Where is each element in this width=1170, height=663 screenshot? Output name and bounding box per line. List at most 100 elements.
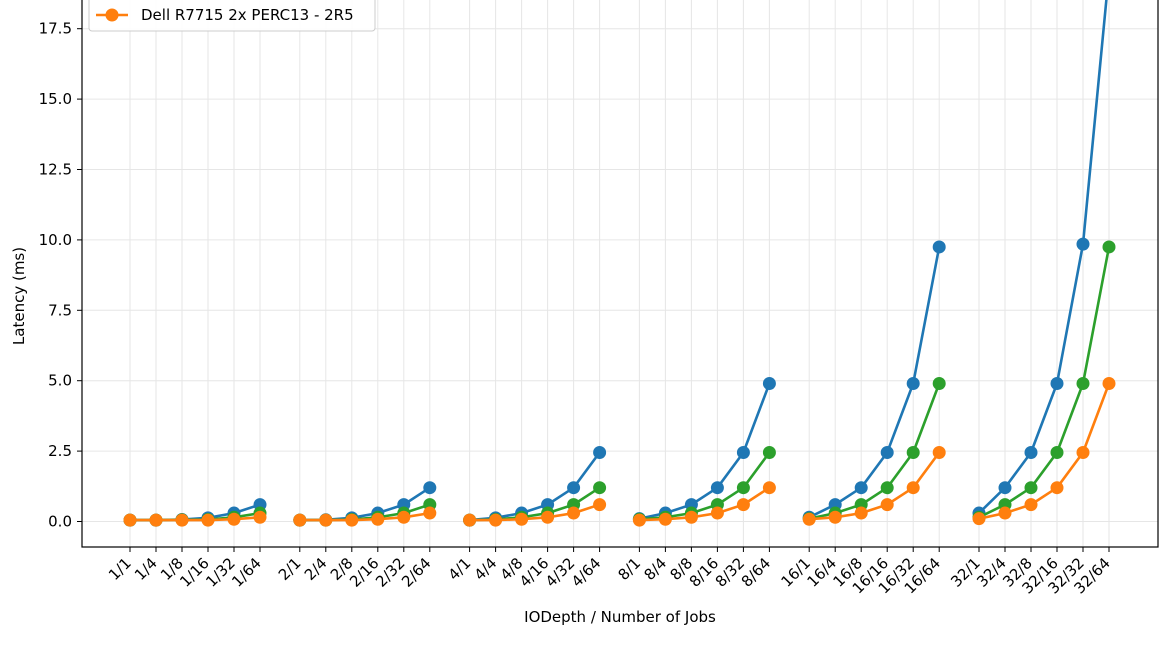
x-tick-label: 1/1	[105, 554, 135, 584]
x-tick-label: 4/4	[471, 554, 501, 584]
data-point	[463, 513, 477, 527]
y-axis-label: Latency (ms)	[10, 247, 28, 345]
data-point	[1076, 237, 1090, 251]
data-point	[854, 506, 868, 520]
data-point	[1076, 377, 1090, 391]
y-tick-label: 7.5	[48, 301, 72, 319]
series-group	[123, 0, 1116, 527]
x-tick-label: 2/64	[398, 554, 435, 591]
data-point	[1050, 377, 1064, 391]
data-point	[123, 513, 137, 527]
data-point	[423, 481, 437, 495]
legend-box	[88, 0, 376, 32]
data-point	[880, 481, 894, 495]
data-point	[1050, 446, 1064, 460]
data-point	[227, 512, 241, 526]
data-point	[1024, 481, 1038, 495]
series-line-segment	[978, 246, 1111, 519]
data-point	[293, 513, 307, 527]
data-point	[880, 498, 894, 512]
x-axis-label: IODepth / Number of Jobs	[524, 608, 716, 626]
data-point	[906, 377, 920, 391]
y-tick-label: 15.0	[39, 90, 72, 108]
data-point	[906, 481, 920, 495]
series-orange	[123, 377, 1116, 527]
data-point	[397, 510, 411, 524]
data-point	[972, 512, 986, 526]
data-point	[998, 481, 1012, 495]
y-tick-label: 10.0	[39, 231, 72, 249]
data-point	[736, 481, 750, 495]
data-point	[880, 446, 894, 460]
data-point	[762, 446, 776, 460]
legend: Dell R7715 2x PERC13 - 2R5	[88, 0, 376, 32]
legend-entry-label: Dell R7715 2x PERC13 - 2R5	[141, 6, 354, 24]
data-point	[762, 377, 776, 391]
data-point	[932, 377, 946, 391]
data-point	[710, 506, 724, 520]
y-tick-label: 17.5	[39, 20, 72, 38]
y-tick-label: 5.0	[48, 372, 72, 390]
x-tick-label: 2/4	[301, 554, 331, 584]
series-line-segment	[299, 503, 431, 522]
data-point	[593, 446, 607, 460]
data-point	[828, 510, 842, 524]
data-point	[762, 481, 776, 495]
y-tick-label: 2.5	[48, 442, 72, 460]
series-green	[123, 240, 1116, 527]
data-point	[1024, 498, 1038, 512]
data-point	[149, 513, 163, 527]
data-point	[684, 510, 698, 524]
series-blue	[123, 0, 1108, 527]
data-point	[932, 240, 946, 254]
grid	[82, 0, 1158, 547]
data-point	[371, 512, 385, 526]
data-point	[593, 498, 607, 512]
x-tick-label: 4/64	[568, 554, 605, 591]
y-axis: 0.0 2.5 5.0 7.5 10.0 12.5 15.0 17.5	[39, 20, 82, 531]
data-point	[632, 513, 646, 527]
x-tick-label: 1/4	[131, 554, 161, 584]
legend-marker-orange	[105, 8, 119, 22]
data-point	[802, 512, 816, 526]
data-point	[489, 513, 503, 527]
x-tick-label: 1/64	[228, 554, 265, 591]
data-point	[541, 510, 555, 524]
x-axis: 1/11/41/81/161/321/64 2/12/42/82/162/322/…	[105, 547, 1114, 597]
x-tick-label: 8/1	[614, 554, 644, 584]
data-point	[319, 513, 333, 527]
data-point	[854, 481, 868, 495]
series-line-segment	[639, 451, 771, 521]
data-point	[515, 512, 529, 526]
data-point	[658, 512, 672, 526]
data-point	[932, 446, 946, 460]
data-point	[567, 481, 581, 495]
series-layer	[123, 0, 1116, 527]
data-point	[736, 498, 750, 512]
data-point	[998, 506, 1012, 520]
x-tick-label: 4/1	[445, 554, 475, 584]
data-point	[1102, 377, 1116, 391]
x-tick-label: 8/4	[640, 554, 670, 584]
data-point	[345, 513, 359, 527]
data-point	[710, 481, 724, 495]
data-point	[906, 446, 920, 460]
data-point	[736, 446, 750, 460]
data-point	[1102, 240, 1116, 254]
data-point	[567, 506, 581, 520]
data-point	[201, 513, 215, 527]
data-point	[1050, 481, 1064, 495]
series-line-segment	[469, 486, 601, 522]
data-point	[1024, 446, 1038, 460]
y-tick-label: 0.0	[48, 513, 72, 531]
y-tick-label: 12.5	[39, 161, 72, 179]
data-point	[423, 506, 437, 520]
x-tick-label: 2/1	[275, 554, 305, 584]
data-point	[175, 513, 189, 527]
data-point	[1076, 446, 1090, 460]
x-tick-label: 8/64	[738, 554, 775, 591]
plot-frame	[81, 0, 1159, 548]
data-point	[593, 481, 607, 495]
data-point	[253, 510, 267, 524]
